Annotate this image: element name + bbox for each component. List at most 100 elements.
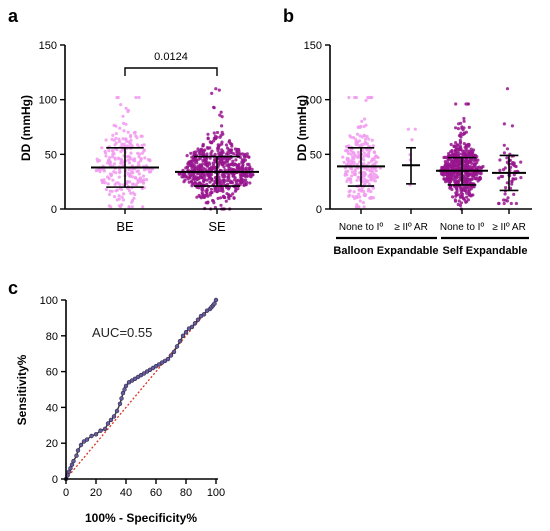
panel-b-cat2-point (464, 200, 469, 204)
panel-a-se-point (220, 148, 224, 152)
panel-b-cat3-point (497, 176, 501, 180)
panel-b-cat1-point (413, 127, 417, 131)
panel-a-be-point (108, 156, 112, 160)
panel-a-be-point (129, 133, 133, 138)
panel-b-cat2-point (473, 158, 478, 162)
panel-a-se-point (190, 173, 194, 177)
panel-b-cat0-point (354, 137, 358, 141)
panel-b-cat2-point (470, 177, 474, 181)
panel-a-be-point (147, 170, 152, 174)
panel-b-cat2-point (458, 203, 463, 208)
panel-b-cat2-point (452, 162, 457, 166)
panel-c-roc-point (195, 317, 201, 322)
panel-b-cat0-point (371, 144, 375, 148)
panel-b-cat0-point (362, 151, 366, 155)
panel-c-ytick-label: 40 (46, 402, 58, 414)
panel-a-se-point (220, 115, 224, 119)
panel-b-cat0-point (367, 161, 371, 165)
panel-a-se-point (193, 181, 197, 185)
panel-a-be-point (137, 155, 141, 159)
panel-b-cat0-point (349, 166, 353, 170)
panel-b-cat0-point (362, 134, 366, 138)
panel-b-cat2-point (456, 143, 460, 147)
panel-a-be-point (135, 143, 140, 147)
panel-a-se-point (217, 182, 221, 186)
panel-a-be-point (116, 156, 120, 160)
panel-a-be-point (113, 156, 117, 160)
panel-a-se-point (215, 135, 219, 139)
panel-a-be-point (119, 149, 123, 154)
panel-b-cat3-point (512, 173, 516, 177)
panel-a-se-point (238, 152, 242, 156)
panel-c-ylabel: Sensitivity% (15, 354, 29, 425)
panel-a-se-point (243, 158, 247, 162)
panel-b-cat2-point (462, 119, 466, 123)
panel-a-se-point (245, 152, 249, 156)
panel-a-se-point (216, 196, 220, 200)
panel-b-cat0-point (363, 140, 367, 144)
panel-b-cat0-point (362, 125, 366, 129)
panel-a-be-point (95, 157, 99, 161)
panel-a-be-point (111, 178, 115, 182)
panel-a-se-point (199, 166, 203, 171)
panel-b-cat3-point (505, 160, 509, 164)
panel-b-cat2-point (471, 154, 475, 158)
panel-b-cat0-point (374, 160, 378, 164)
panel-b-cat0-point (369, 172, 373, 176)
panel-c-roc-point (71, 458, 76, 464)
panel-a-se-point (184, 166, 188, 170)
panel-b-ytick-label: 100 (304, 95, 322, 107)
panel-b-cat0-point (353, 153, 357, 157)
panel-c-roc-point (69, 462, 75, 467)
panel-b-cat3-point (502, 201, 506, 206)
panel-b-cat0-point (362, 154, 366, 158)
panel-b-cat0-point (365, 134, 369, 139)
panel-b-cat0-point (367, 137, 371, 141)
panel-c-roc-point (84, 437, 90, 442)
panel-b-cat0-point (349, 177, 353, 181)
panel-b-cat0-point (371, 157, 375, 161)
panel-a-se-point (193, 166, 197, 170)
panel-a-se-point (230, 162, 234, 166)
panel-b-cat2-point (457, 134, 462, 138)
panel-a-be-point (114, 124, 118, 128)
panel-a-be-point (126, 158, 130, 162)
panel-b-cat0-point (350, 174, 354, 178)
panel-a-be-point (121, 114, 125, 118)
panel-a-be-point (114, 132, 118, 136)
panel-b-cat0-point (347, 95, 351, 100)
panel-b-cat0-point (356, 150, 360, 154)
panel-b-cat2-point (450, 148, 454, 153)
panel-b-cat2-point (453, 199, 458, 203)
panel-c-roc-point (177, 339, 183, 344)
panel-a-be-point (136, 178, 140, 182)
panel-b-group-balloon: Balloon Expandable (333, 245, 438, 257)
panel-b-cat2-point (454, 180, 458, 184)
panel-a-se-point (220, 124, 224, 128)
panel-b-cat2-point (455, 172, 459, 176)
panel-a-ytick-label: 150 (39, 40, 57, 52)
panel-b-xtick-label: ≥ IIº AR (394, 222, 428, 233)
panel-a-be-point (122, 192, 126, 196)
panel-a-be-point (104, 154, 108, 158)
panel-b-cat2-point (456, 127, 460, 131)
panel-a-se-point (213, 179, 217, 183)
panel-a-se-point (234, 158, 238, 162)
panel-b-cat0-point (372, 150, 376, 154)
panel-a-xtick-label: BE (116, 219, 134, 234)
panel-b-cat0-point (350, 170, 354, 174)
panel-b-ytick-label: 50 (310, 149, 322, 161)
panel-a-se-point (225, 146, 230, 150)
panel-c-ytick-label: 100 (40, 295, 58, 307)
panel-a-be-point (108, 172, 113, 176)
panel-a-be-point (137, 172, 141, 176)
panel-a-be-point (137, 163, 141, 168)
panel-c-roc-point (201, 312, 207, 317)
panel-a-be-point (94, 169, 98, 173)
panel-b-cat2-point (466, 174, 470, 178)
panel-a-se-point (177, 172, 181, 176)
panel-a-se-point (202, 178, 206, 182)
panel-b-cat1-point (410, 138, 414, 142)
panel-b-cat0-point (349, 152, 353, 156)
panel-b-cat0-point (345, 179, 349, 183)
